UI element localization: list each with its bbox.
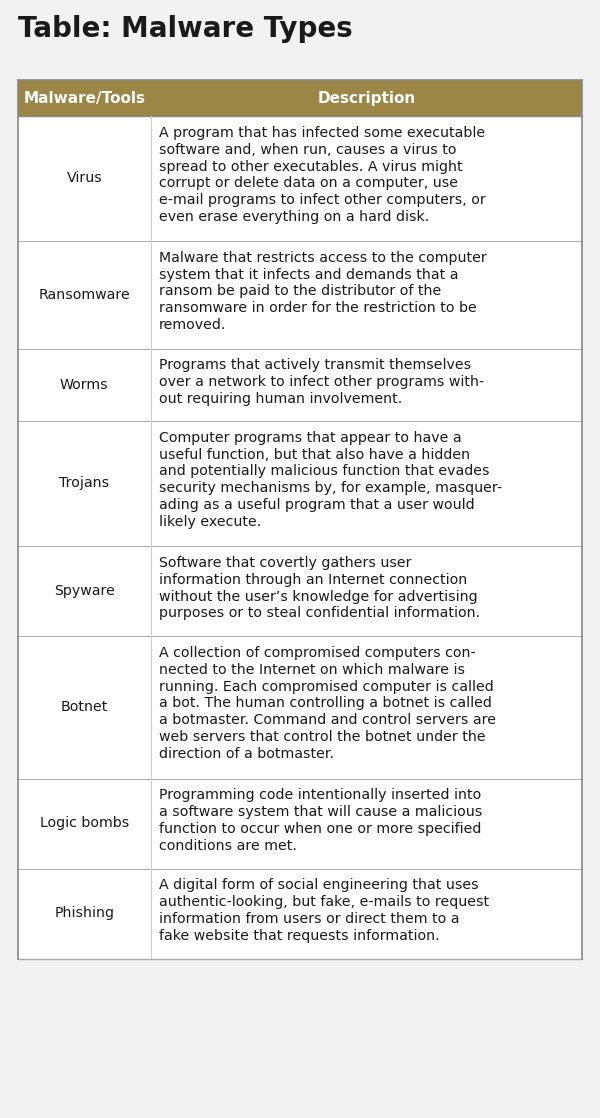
Bar	[18, 869, 582, 958]
Text: Description: Description	[317, 91, 415, 105]
Text: Spyware: Spyware	[54, 584, 115, 598]
Bar	[18, 116, 582, 241]
Bar	[18, 546, 582, 636]
Text: Phishing: Phishing	[54, 907, 114, 920]
Text: A program that has infected some executable
software and, when run, causes a vir: A program that has infected some executa…	[158, 126, 485, 224]
Text: Malware/Tools: Malware/Tools	[23, 91, 145, 105]
Bar	[18, 80, 582, 116]
Text: A collection of compromised computers con-
nected to the Internet on which malwa: A collection of compromised computers co…	[158, 646, 496, 760]
Bar	[18, 778, 582, 869]
Bar	[18, 636, 582, 778]
Text: Programming code intentionally inserted into
a software system that will cause a: Programming code intentionally inserted …	[158, 788, 482, 853]
Text: Logic bombs: Logic bombs	[40, 816, 129, 831]
Bar	[18, 349, 582, 421]
Bar	[18, 421, 582, 546]
Text: Trojans: Trojans	[59, 476, 109, 491]
Text: A digital form of social engineering that uses
authentic-looking, but fake, e-ma: A digital form of social engineering tha…	[158, 879, 488, 942]
Bar	[18, 241, 582, 349]
Text: Programs that actively transmit themselves
over a network to infect other progra: Programs that actively transmit themselv…	[158, 359, 484, 406]
Text: Ransomware: Ransomware	[38, 287, 130, 302]
Text: Virus: Virus	[67, 171, 102, 186]
Text: Computer programs that appear to have a
useful function, but that also have a hi: Computer programs that appear to have a …	[158, 432, 502, 529]
Text: Botnet: Botnet	[61, 700, 108, 714]
Text: Malware that restricts access to the computer
system that it infects and demands: Malware that restricts access to the com…	[158, 252, 486, 332]
Text: Worms: Worms	[60, 378, 109, 391]
Text: Software that covertly gathers user
information through an Internet connection
w: Software that covertly gathers user info…	[158, 556, 479, 620]
Text: Table: Malware Types: Table: Malware Types	[18, 15, 353, 42]
